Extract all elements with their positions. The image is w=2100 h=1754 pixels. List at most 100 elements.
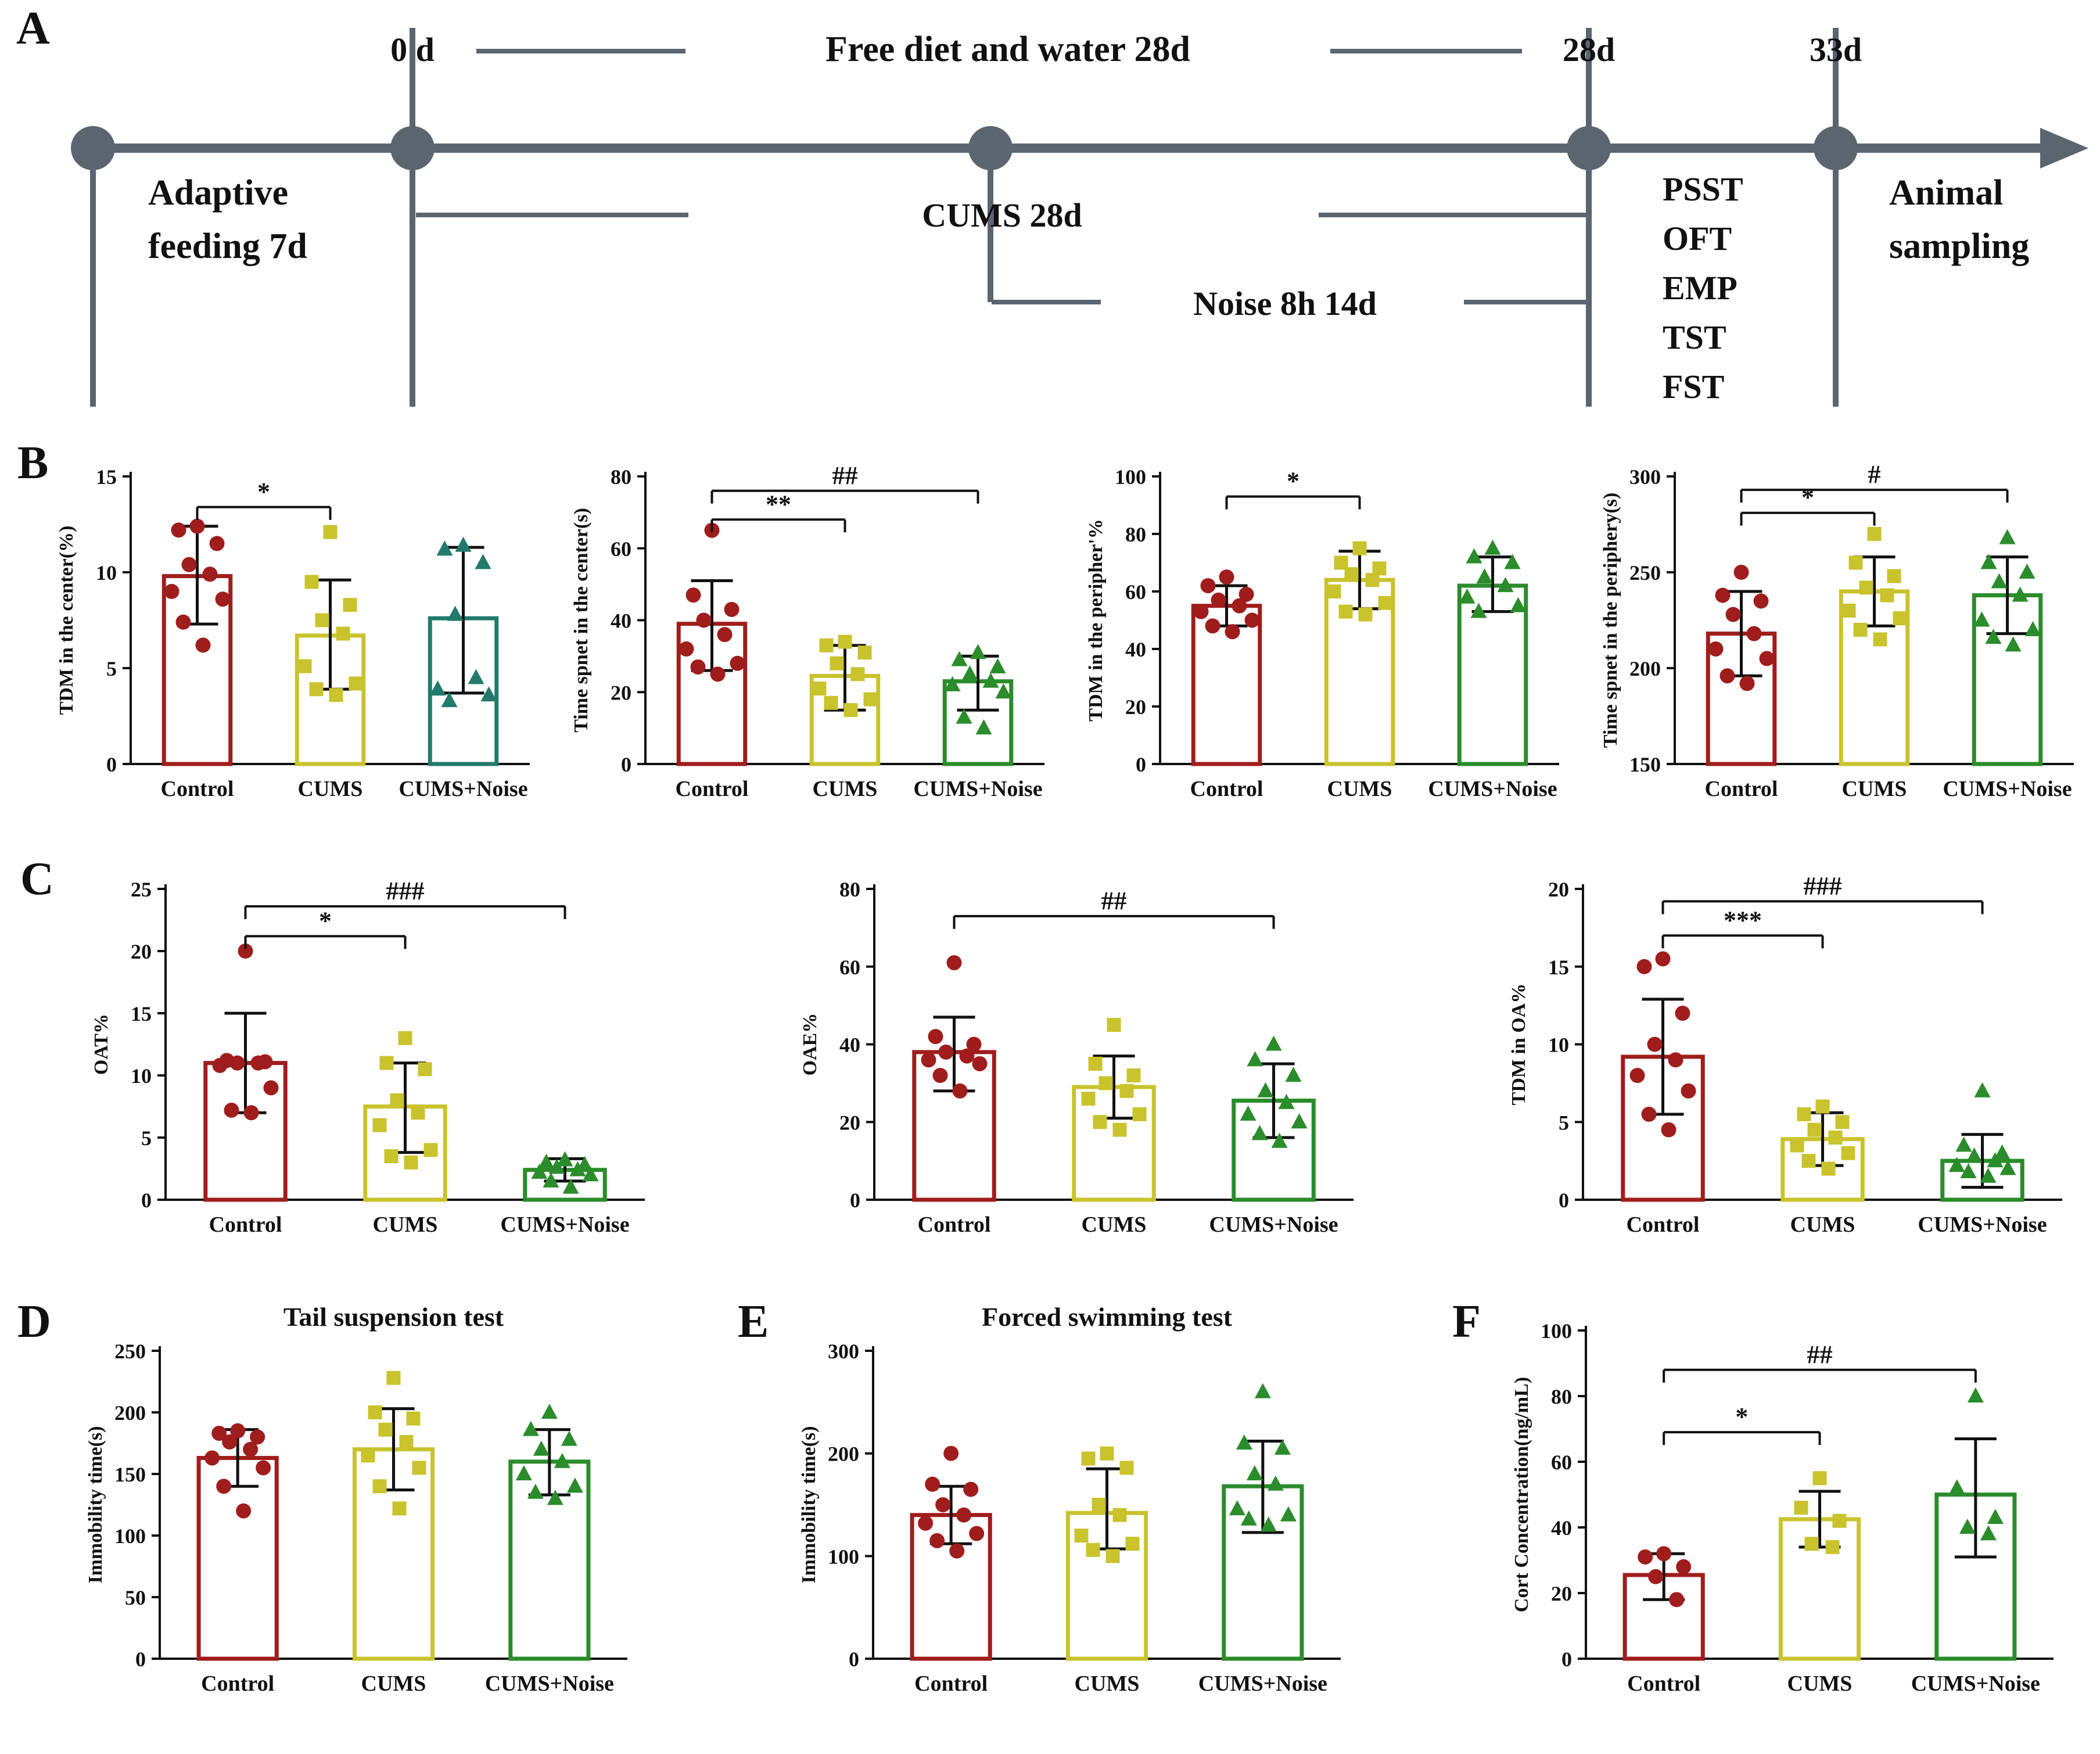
chart-tdm-oa: 0 5 10 15 20 TDM in OA% Control CUMS CUMS+Noise *… bbox=[1493, 854, 2074, 1264]
data-point bbox=[211, 1426, 227, 1441]
data-point bbox=[1225, 624, 1240, 640]
timeline-nodes bbox=[71, 126, 1858, 170]
y-tick-label: 250 bbox=[114, 1340, 146, 1363]
data-point bbox=[1200, 578, 1216, 594]
data-point bbox=[1265, 1035, 1282, 1051]
significance-label: * bbox=[1287, 467, 1300, 496]
significance-label: ### bbox=[1804, 871, 1842, 900]
group-label: CUMS bbox=[1082, 1213, 1147, 1237]
data-point bbox=[1893, 611, 1907, 626]
label-day33: 33d bbox=[1810, 31, 1862, 69]
data-point bbox=[1476, 568, 1493, 584]
data-point bbox=[1848, 555, 1863, 570]
group-label: Control bbox=[1627, 1213, 1700, 1237]
group-label: CUMS bbox=[813, 777, 878, 801]
data-point bbox=[1720, 668, 1735, 684]
data-point bbox=[202, 566, 218, 582]
y-tick-label: 60 bbox=[1125, 580, 1146, 604]
label-animal-2: sampling bbox=[1889, 227, 2029, 266]
data-point bbox=[1638, 1549, 1653, 1565]
data-point bbox=[216, 1479, 232, 1494]
label-adaptive-2: feeding 7d bbox=[148, 227, 307, 266]
chart-time-center: 0 20 40 60 80 Time spnet in the center(s) Cont… bbox=[555, 442, 1056, 828]
data-point bbox=[963, 1482, 978, 1497]
label-animal-1: Animal bbox=[1889, 173, 2003, 213]
significance-label: * bbox=[257, 478, 270, 506]
data-point bbox=[468, 669, 484, 684]
data-point bbox=[541, 1404, 558, 1419]
y-tick-label: 80 bbox=[839, 878, 860, 901]
data-point bbox=[1790, 1138, 1804, 1153]
data-point bbox=[1841, 1146, 1855, 1160]
group-Control: Control bbox=[203, 944, 288, 1237]
label-test-tst: TST bbox=[1663, 318, 1726, 356]
chart-time-periphery: 150 200 250 300 Time spnet in the periphery(… bbox=[1585, 442, 2085, 828]
group-CUMS: CUMS bbox=[1065, 1446, 1148, 1696]
data-point bbox=[562, 1178, 579, 1194]
data-point bbox=[1985, 629, 2002, 644]
data-point bbox=[429, 680, 446, 696]
data-point bbox=[1093, 1115, 1107, 1129]
data-point bbox=[1236, 1434, 1252, 1450]
data-point bbox=[1873, 632, 1887, 647]
data-point bbox=[1835, 1115, 1850, 1129]
data-point bbox=[1980, 554, 1997, 569]
data-point bbox=[406, 1411, 421, 1426]
y-tick-label: 40 bbox=[839, 1034, 860, 1057]
y-tick-label: 60 bbox=[1551, 1451, 1572, 1474]
data-point bbox=[944, 676, 961, 691]
data-point bbox=[175, 614, 191, 630]
data-point bbox=[304, 575, 319, 589]
data-point bbox=[1832, 1513, 1847, 1528]
data-point bbox=[1661, 1122, 1677, 1138]
timeline-labels: 0 d Free diet and water 28d 28d 33d Adap… bbox=[148, 30, 2029, 406]
data-point bbox=[1966, 1147, 1983, 1163]
data-point bbox=[838, 634, 852, 649]
y-tick-label: 100 bbox=[1541, 1319, 1572, 1343]
label-adaptive-1: Adaptive bbox=[148, 173, 288, 213]
data-point bbox=[441, 692, 458, 708]
y-tick-label: 80 bbox=[1551, 1385, 1572, 1408]
data-point bbox=[1887, 569, 1901, 583]
chart-forced-swimming: 0 100 200 300 Immobility time(s) Forced swimm… bbox=[783, 1296, 1352, 1723]
chart-svg: 150 200 250 300 Time spnet in the periphery(… bbox=[1600, 460, 2074, 801]
data-point bbox=[1240, 1105, 1257, 1121]
data-point bbox=[1285, 1067, 1302, 1082]
data-point bbox=[1753, 593, 1769, 609]
y-tick-label: 0 bbox=[621, 753, 631, 776]
y-tick-label: 60 bbox=[839, 956, 860, 979]
data-point bbox=[1466, 548, 1482, 564]
data-point bbox=[1092, 1498, 1105, 1512]
data-point bbox=[1994, 1144, 2011, 1160]
data-point bbox=[1675, 1006, 1690, 1021]
group-CUMS+Noise: CUMS+Noise bbox=[1198, 1383, 1327, 1696]
data-point bbox=[819, 638, 834, 652]
data-point bbox=[1725, 607, 1741, 622]
y-tick-label: 300 bbox=[1629, 465, 1661, 489]
data-point bbox=[724, 601, 740, 617]
data-point bbox=[1669, 1592, 1685, 1608]
data-point bbox=[956, 708, 972, 724]
data-point bbox=[679, 641, 694, 657]
group-label: Control bbox=[201, 1671, 274, 1696]
data-point bbox=[843, 703, 858, 718]
y-tick-label: 100 bbox=[1115, 465, 1146, 489]
data-point bbox=[1239, 586, 1254, 602]
data-point bbox=[1804, 1537, 1819, 1551]
group-Control: Control bbox=[1190, 569, 1263, 801]
data-point bbox=[1107, 1018, 1121, 1032]
data-point bbox=[1959, 1519, 1976, 1534]
data-point bbox=[1112, 1508, 1126, 1522]
group-Control: Control bbox=[912, 955, 996, 1237]
data-point bbox=[1746, 626, 1762, 641]
data-point bbox=[1105, 1549, 1119, 1563]
data-point bbox=[2005, 636, 2022, 652]
group-CUMS: CUMS bbox=[1324, 541, 1395, 801]
y-tick-label: 200 bbox=[114, 1401, 146, 1425]
significance-label: ### bbox=[386, 877, 425, 905]
data-point bbox=[554, 1452, 570, 1468]
data-point bbox=[384, 1149, 399, 1164]
y-tick-label: 20 bbox=[611, 681, 631, 704]
data-point bbox=[189, 518, 205, 534]
data-point bbox=[812, 681, 827, 696]
